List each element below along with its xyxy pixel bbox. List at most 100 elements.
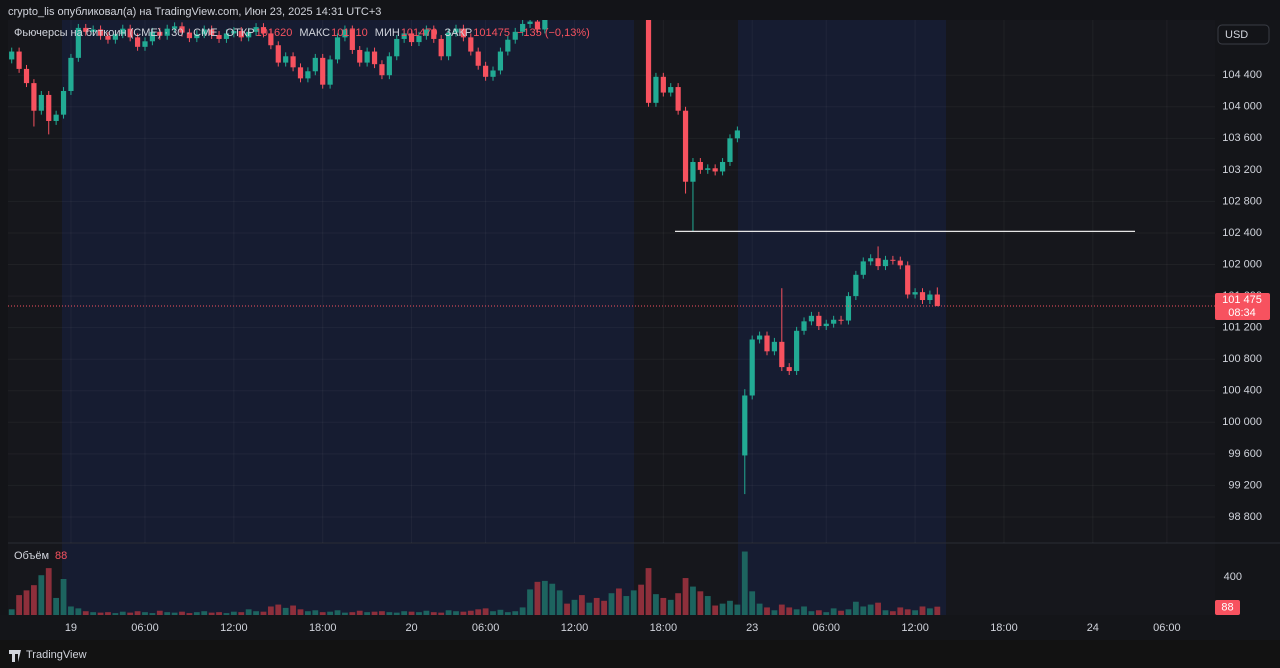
y-tick-label: 100 400 [1222,385,1262,397]
candle-body [868,258,874,262]
candle-body [771,341,778,352]
volume-bar [534,581,541,615]
volume-bar [845,609,852,615]
candle-body [68,57,74,91]
volume-bar [638,584,645,615]
candle-body [157,31,163,36]
volume-bar [164,612,171,615]
candle-body [53,114,59,121]
volume-bar [97,612,104,615]
candle-body [660,76,666,93]
x-tick-label: 06:00 [131,622,159,634]
volume-bar [904,609,911,615]
y-tick-label: 99 600 [1228,448,1262,460]
price-pane [8,20,1215,543]
volume-bar [764,607,770,615]
volume-bar [253,611,259,615]
currency-label[interactable]: USD [1225,29,1248,41]
candle-body [23,68,30,84]
volume-bar [882,610,889,615]
volume-bar [778,604,785,615]
volume-bar [319,612,326,615]
volume-bar [201,611,208,615]
candle-body [172,26,178,29]
x-tick-label: 24 [1087,622,1099,634]
volume-bar [616,588,622,615]
volume-bar [571,599,578,615]
x-tick-label: 12:00 [561,622,589,634]
candle-body [83,27,89,32]
volume-bar [645,568,652,615]
volume-bar [149,613,156,615]
caption: crypto_lis опубликовал(а) на TradingView… [8,6,381,18]
candle-body [801,321,807,331]
candle-body [253,27,259,32]
candle-body [682,110,689,182]
volume-bar [801,606,807,615]
volume-bar [312,610,319,615]
volume-bar [334,610,341,615]
candle-body [186,32,193,39]
volume-bar [889,611,896,615]
candle-body [223,33,230,39]
candle-body [534,21,541,30]
volume-bar [823,612,830,615]
legend-value: 101710 [331,27,368,39]
volume-legend-value: 88 [55,550,67,562]
volume-bar [60,579,67,615]
volume-bar [371,611,378,615]
candle-body [320,57,326,85]
volume-bar [808,611,815,615]
legend-change: −135 (−0,13%) [517,27,590,39]
volume-bar [327,611,334,615]
candle-body [431,29,437,39]
currency-button[interactable] [1217,24,1270,45]
candle-body [905,265,911,295]
volume-bar [105,612,111,615]
candle-body [342,29,348,38]
volume-bar [593,597,600,615]
candle-body [127,28,133,38]
candle-body [794,330,800,372]
volume-bar [208,612,215,615]
volume-bar [482,608,489,615]
y-tick-label: 103 200 [1222,164,1262,176]
x-tick-label: 18:00 [309,622,337,634]
volume-bar [342,612,348,615]
candle-body [357,49,363,63]
candle-body [60,90,67,115]
candle-body [149,31,155,42]
candle-body [283,56,289,63]
volume-bar [734,604,741,615]
volume-bar [601,600,607,615]
volume-bar [564,603,570,615]
x-tick-label: 12:00 [220,622,248,634]
volume-bar [608,593,615,615]
volume-bar [82,611,89,615]
volume-bar [512,611,519,615]
volume-bar [490,611,496,615]
candle-body [505,39,511,52]
candle-body [764,335,770,352]
candle-body [112,34,118,40]
candle-body [16,51,22,69]
legend-field: ЗАКР [445,27,473,39]
candle-body [779,341,785,368]
candle-body [105,35,111,40]
y-tick-label: 98 800 [1228,511,1262,523]
volume-bar [245,609,252,615]
volume-bar [156,610,163,615]
x-tick-label: 19 [65,622,77,634]
volume-bar [349,612,356,615]
volume-bar [186,613,193,615]
countdown: 08:34 [1228,307,1256,319]
x-tick-label: 23 [746,622,758,634]
candle-body [46,94,52,121]
legend-field: ОТКР [226,27,255,39]
volume-bar [934,606,941,615]
candle-body [394,38,400,57]
candle-body [401,33,407,39]
y-tick-label: 100 800 [1222,353,1262,365]
last-price-label: 101 475 [1222,294,1262,306]
volume-bar [216,612,222,615]
